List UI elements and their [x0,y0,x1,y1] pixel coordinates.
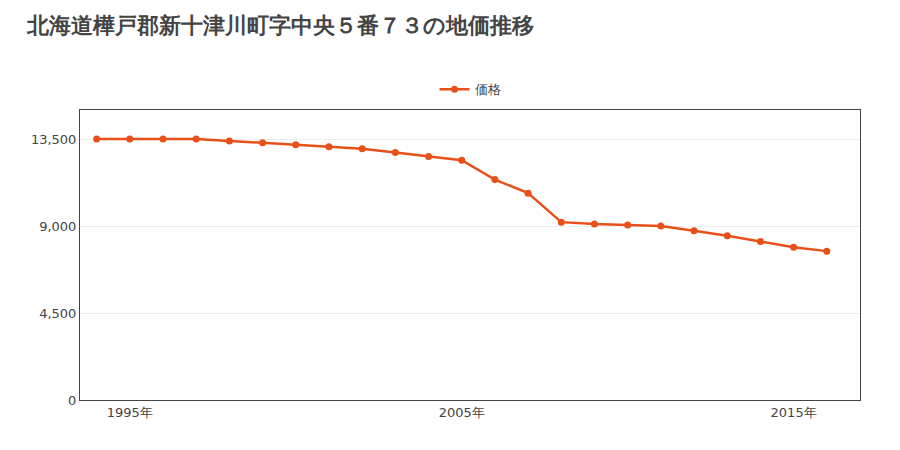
svg-text:1995年: 1995年 [107,405,153,420]
svg-text:9,000: 9,000 [39,219,76,234]
svg-text:北海道樺戸郡新十津川町字中央５番７３の地価推移: 北海道樺戸郡新十津川町字中央５番７３の地価推移 [26,13,534,38]
svg-text:2005年: 2005年 [439,405,485,420]
svg-text:0: 0 [68,393,76,408]
svg-text:2015年: 2015年 [771,405,817,420]
svg-text:4,500: 4,500 [39,306,76,321]
svg-text:価格: 価格 [475,82,501,97]
svg-text:13,500: 13,500 [31,132,77,147]
